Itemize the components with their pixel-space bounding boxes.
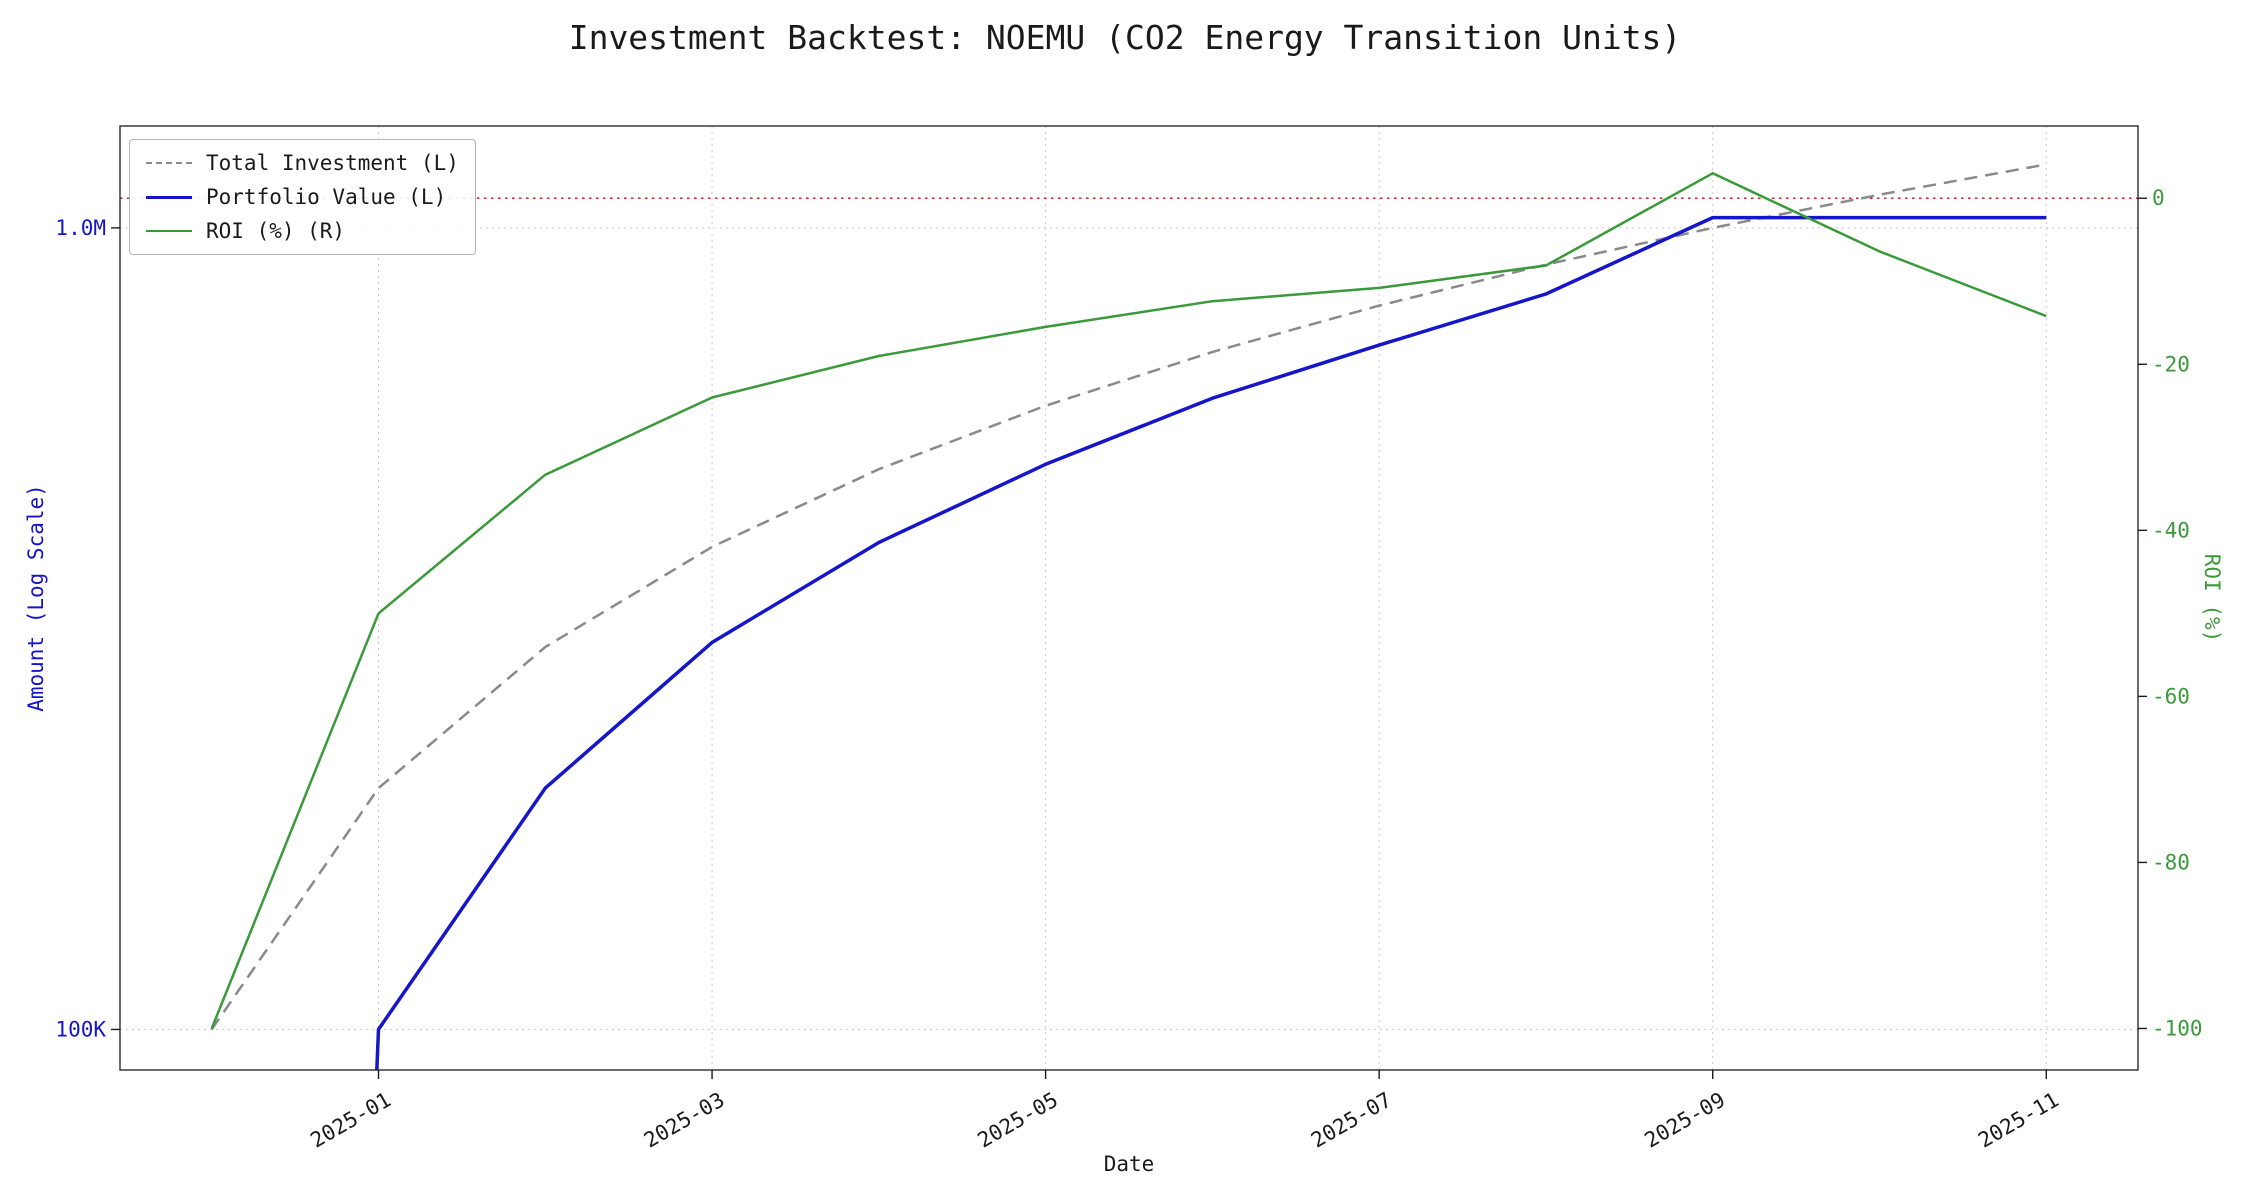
axis-tick-labels: 2025-01 2025-03 2025-05 2025-07 2025-09 2025-… bbox=[55, 186, 2202, 1152]
right-y-tick-label: -40 bbox=[2152, 518, 2190, 542]
chart-title: Investment Backtest: NOEMU (CO2 Energy T… bbox=[568, 18, 1682, 57]
right-y-tick-label: -20 bbox=[2152, 352, 2190, 376]
series-line-total-investment-l bbox=[210, 163, 2047, 1031]
x-tick-label: 2025-05 bbox=[973, 1088, 1062, 1153]
plot-frame bbox=[119, 125, 2139, 1071]
legend: Total Investment (L) Portfolio Value (L)… bbox=[129, 139, 476, 255]
series-line-roi-r bbox=[210, 172, 2047, 1029]
legend-label: Total Investment (L) bbox=[206, 151, 459, 175]
legend-label: ROI (%) (R) bbox=[206, 219, 346, 243]
legend-item-total-investment: Total Investment (L) bbox=[146, 148, 459, 178]
right-y-tick-label: 0 bbox=[2152, 186, 2165, 210]
x-tick-label: 2025-09 bbox=[1641, 1088, 1730, 1153]
legend-label: Portfolio Value (L) bbox=[206, 185, 447, 209]
right-axis-label: ROI (%) bbox=[2200, 553, 2224, 643]
portfolio-value-line-swatch bbox=[146, 195, 192, 199]
x-tick-label: 2025-11 bbox=[1974, 1088, 2063, 1153]
x-tick-label: 2025-01 bbox=[306, 1088, 395, 1153]
series-line-portfolio-value-l bbox=[375, 215, 2047, 1070]
roi-line-swatch bbox=[146, 230, 192, 232]
axis-ticks bbox=[111, 197, 2147, 1079]
left-axis-label: Amount (Log Scale) bbox=[24, 484, 48, 712]
right-y-tick-label: -60 bbox=[2152, 684, 2190, 708]
gridlines bbox=[120, 126, 2138, 1070]
right-y-tick-label: -100 bbox=[2152, 1016, 2203, 1040]
left-y-tick-label: 1.0M bbox=[55, 216, 106, 240]
legend-item-roi: ROI (%) (R) bbox=[146, 216, 459, 246]
legend-item-portfolio-value: Portfolio Value (L) bbox=[146, 182, 459, 212]
x-tick-label: 2025-07 bbox=[1307, 1088, 1396, 1153]
x-axis-label: Date bbox=[1103, 1152, 1155, 1176]
total-investment-line-swatch bbox=[146, 162, 192, 164]
right-y-tick-label: -80 bbox=[2152, 850, 2190, 874]
left-y-tick-label: 100K bbox=[55, 1017, 106, 1041]
x-tick-label: 2025-03 bbox=[640, 1088, 729, 1153]
